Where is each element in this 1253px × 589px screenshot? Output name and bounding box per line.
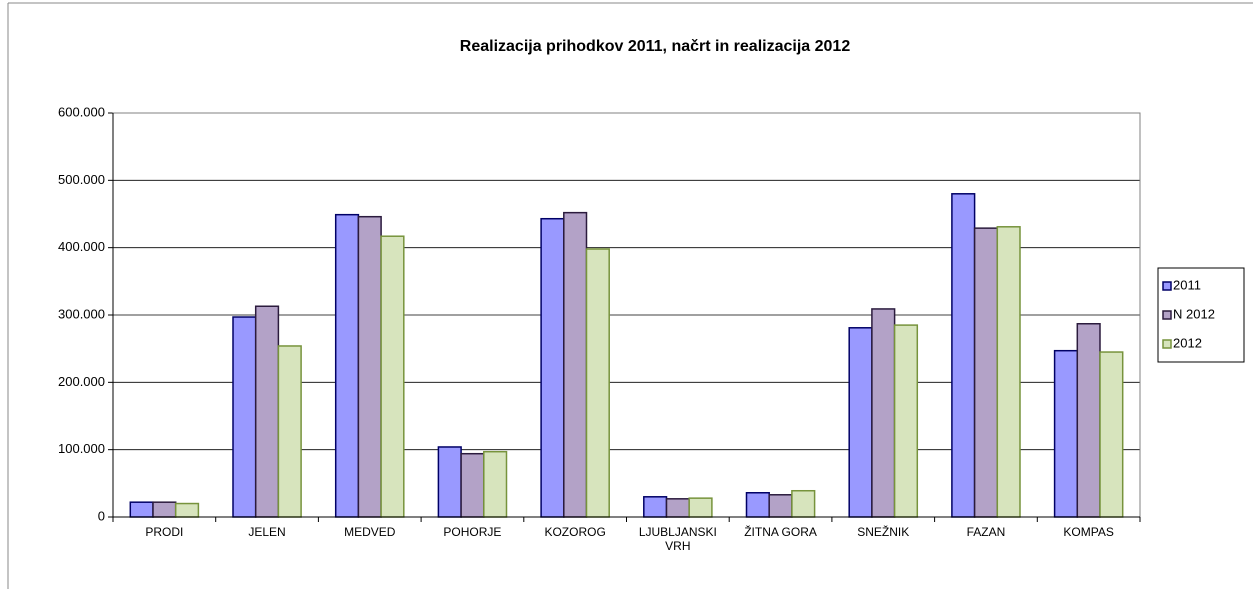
legend-swatch xyxy=(1162,281,1172,291)
bar xyxy=(483,450,508,518)
bar xyxy=(460,452,485,518)
x-tick-label-box: PRODI xyxy=(145,525,184,539)
y-tick-label: 300.000 xyxy=(58,306,105,321)
x-tick-label: LJUBLJANSKI VRH xyxy=(638,525,717,553)
bar xyxy=(254,305,280,518)
bar xyxy=(791,489,816,518)
bar xyxy=(893,324,919,518)
y-tick-label: 400.000 xyxy=(58,239,105,254)
y-tick-label: 100.000 xyxy=(58,441,105,456)
x-tick-label-box: ŽITNA GORA xyxy=(744,525,817,539)
legend-label: 2012 xyxy=(1173,335,1202,350)
bar xyxy=(540,217,565,518)
x-tick-label-box: KOZOROG xyxy=(544,525,606,539)
x-tick-label-box: LJUBLJANSKI VRH xyxy=(638,525,717,553)
x-tick-label: FAZAN xyxy=(966,525,1006,539)
bar xyxy=(232,316,257,518)
bar xyxy=(688,497,713,518)
y-tick-label: 500.000 xyxy=(58,172,105,187)
bar xyxy=(174,502,200,518)
bar xyxy=(973,227,999,518)
x-tick-label: POHORJE xyxy=(443,525,502,539)
x-tick-label-box: JELEN xyxy=(248,525,286,539)
legend-label: N 2012 xyxy=(1173,306,1215,321)
x-tick-label: PRODI xyxy=(145,525,184,539)
x-tick-label: ŽITNA GORA xyxy=(744,525,817,539)
legend-box xyxy=(1157,267,1245,363)
x-tick-label-box: POHORJE xyxy=(443,525,502,539)
bar xyxy=(334,213,360,518)
chart-title: Realizacija prihodkov 2011, načrt in rea… xyxy=(460,38,851,55)
bar xyxy=(129,501,154,518)
bar xyxy=(585,248,610,518)
y-tick-label: 0 xyxy=(98,508,105,523)
x-tick-label-box: KOMPAS xyxy=(1063,525,1114,539)
bar xyxy=(1076,323,1101,518)
y-tick-label: 200.000 xyxy=(58,374,105,389)
bar xyxy=(745,492,770,518)
x-tick-label-box: MEDVED xyxy=(344,525,396,539)
x-tick-label-box: FAZAN xyxy=(966,525,1006,539)
bar xyxy=(1053,349,1079,518)
bar xyxy=(871,308,896,518)
x-tick-label: MEDVED xyxy=(344,525,396,539)
x-tick-label-box: SNEŽNIK xyxy=(857,525,910,539)
bar xyxy=(996,226,1021,518)
legend-swatch xyxy=(1162,310,1172,320)
bar xyxy=(152,501,177,518)
legend-label: 2011 xyxy=(1173,277,1201,292)
bar xyxy=(768,494,793,518)
x-tick-label: KOZOROG xyxy=(544,525,606,539)
bar xyxy=(380,235,405,518)
bar xyxy=(1099,351,1124,518)
bar xyxy=(437,446,462,518)
bar xyxy=(357,215,382,518)
x-tick-label: KOMPAS xyxy=(1063,525,1114,539)
x-tick-label: SNEŽNIK xyxy=(857,525,910,539)
bar xyxy=(951,193,976,518)
bar xyxy=(848,327,873,518)
legend-swatch xyxy=(1162,339,1172,349)
bar xyxy=(643,496,668,518)
bar xyxy=(665,498,690,518)
x-tick-label: JELEN xyxy=(248,525,286,539)
bar xyxy=(277,345,302,518)
bar xyxy=(563,211,588,518)
y-tick-label: 600.000 xyxy=(58,104,105,119)
